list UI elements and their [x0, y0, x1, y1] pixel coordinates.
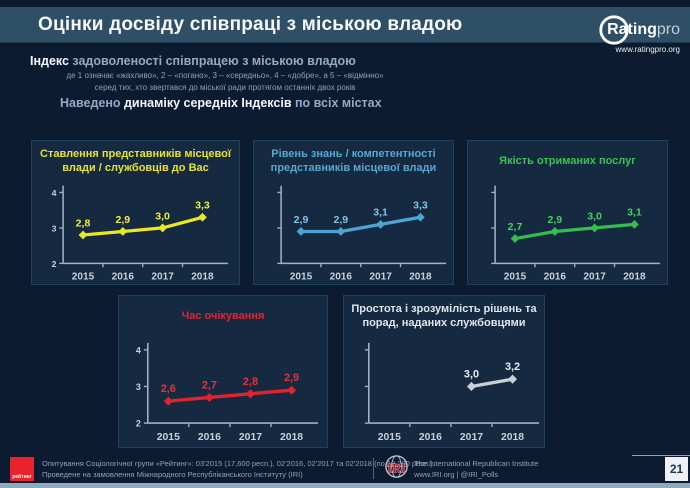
svg-text:3,1: 3,1 [627, 207, 642, 219]
line-chart: 2,7 2,9 3,0 3,1 2015 2016 2017 2018 [468, 179, 667, 283]
svg-text:2018: 2018 [409, 272, 432, 283]
svg-text:2,9: 2,9 [115, 214, 130, 226]
svg-text:3,0: 3,0 [464, 369, 479, 381]
svg-text:2017: 2017 [239, 432, 262, 443]
svg-text:3,0: 3,0 [155, 210, 170, 222]
svg-text:2015: 2015 [378, 432, 401, 443]
svg-text:3,1: 3,1 [373, 207, 388, 219]
chart-title: Ставлення представників місцевої влади /… [40, 148, 231, 174]
intro-block: Індекс задоволеності співпрацею з місько… [30, 54, 420, 92]
svg-text:2,7: 2,7 [507, 221, 522, 233]
svg-text:2017: 2017 [583, 272, 606, 283]
svg-text:2: 2 [51, 259, 56, 269]
ratingpro-url: www.ratingpro.org [615, 45, 680, 54]
footer-divider [373, 458, 374, 479]
iri-contacts: www.IRI.org | @IRI_Polls [414, 469, 499, 479]
dynamics-note: Наведено динаміку середніх Індексів по в… [60, 96, 382, 110]
svg-text:2018: 2018 [501, 432, 524, 443]
iri-name: The International Republican Institute [414, 458, 539, 468]
svg-text:2015: 2015 [71, 272, 94, 283]
svg-text:2,9: 2,9 [547, 214, 562, 226]
chart-panel-waiting-time: Час очікування 2 3 4 2,6 2,7 2,8 2,9 2015 2016 20… [118, 295, 328, 448]
chart-panel-clarity: Простота і зрозумілість рішень та порад,… [343, 295, 545, 448]
svg-text:2,9: 2,9 [333, 214, 348, 226]
source-line-2: Проведене на замовлення Міжнародного Рес… [42, 470, 303, 480]
title-bar: Оцінки досвіду співпраці з міською владо… [0, 7, 690, 43]
chart-title: Рівень знань / компетентності представни… [270, 148, 437, 174]
svg-text:2017: 2017 [151, 272, 174, 283]
svg-text:3: 3 [136, 382, 141, 392]
svg-text:3,2: 3,2 [505, 361, 520, 373]
ratingpro-wordmark: Ratingpro [607, 21, 680, 38]
svg-text:2015: 2015 [289, 272, 312, 283]
page-number-rule [632, 455, 690, 456]
line-chart: 2 3 4 2,8 2,9 3,0 3,3 2015 2016 2017 2018 [32, 179, 239, 283]
svg-text:2015: 2015 [157, 432, 180, 443]
svg-text:2017: 2017 [460, 432, 483, 443]
line-chart: 3,0 3,2 2015 2016 2017 2018 [344, 336, 544, 443]
svg-text:2,8: 2,8 [75, 217, 90, 229]
chart-panel-competence: Рівень знань / компетентності представни… [253, 140, 454, 285]
svg-text:2018: 2018 [623, 272, 646, 283]
page-title: Оцінки досвіду співпраці з міською владо… [38, 13, 463, 35]
svg-text:3,0: 3,0 [587, 210, 602, 222]
footer: рейтинг Опитування Соціологічної групи «… [0, 453, 690, 483]
chart-panel-service-quality: Якість отриманих послуг 2,7 2,9 3,0 3,1 2015… [467, 140, 668, 285]
svg-text:2015: 2015 [503, 272, 526, 283]
ratingpro-circle-icon [599, 15, 629, 45]
svg-text:3,3: 3,3 [413, 200, 428, 212]
iri-logo-text: IRI [387, 461, 406, 475]
line-chart: 2 3 4 2,6 2,7 2,8 2,9 2015 2016 2017 2018 [119, 336, 327, 443]
scale-note-2: серед тих, хто звертався до міської ради… [94, 83, 356, 92]
bottom-accent-strip [0, 483, 690, 488]
chart-panel-attitude: Ставлення представників місцевої влади /… [31, 140, 240, 285]
svg-text:2016: 2016 [419, 432, 442, 443]
svg-text:2,8: 2,8 [243, 376, 258, 388]
ratingpro-logo: Ratingpro www.ratingpro.org [570, 13, 680, 54]
svg-text:2016: 2016 [329, 272, 352, 283]
svg-text:2016: 2016 [198, 432, 221, 443]
svg-text:2018: 2018 [191, 272, 214, 283]
chart-title: Простота і зрозумілість рішень та порад,… [351, 303, 537, 329]
svg-text:2,7: 2,7 [202, 380, 217, 392]
source-note: Опитування Соціологічної групи «Рейтинг»… [42, 458, 435, 481]
svg-text:3: 3 [51, 223, 56, 233]
svg-text:2016: 2016 [543, 272, 566, 283]
scale-note-1: де 1 означає «жахливо», 2 – «погано», 3 … [66, 71, 384, 80]
index-definition: Індекс задоволеності співпрацею з місько… [30, 54, 356, 68]
iri-globe-icon: IRI [385, 455, 408, 478]
chart-title: Час очікування [181, 310, 265, 323]
svg-text:4: 4 [51, 188, 56, 198]
source-line-1: Опитування Соціологічної групи «Рейтинг»… [42, 458, 435, 468]
svg-text:2018: 2018 [280, 432, 303, 443]
svg-text:4: 4 [136, 345, 141, 355]
svg-text:3,3: 3,3 [195, 200, 210, 212]
svg-text:2016: 2016 [111, 272, 134, 283]
svg-text:2,6: 2,6 [161, 383, 176, 395]
svg-text:2: 2 [136, 419, 141, 429]
svg-text:2017: 2017 [369, 272, 392, 283]
svg-text:2,9: 2,9 [284, 372, 299, 384]
iri-credit: The International Republican Institute w… [414, 458, 538, 481]
chart-title: Якість отриманих послуг [499, 155, 636, 168]
rating-group-logo-icon: рейтинг [10, 457, 34, 481]
page-number: 21 [665, 457, 688, 481]
line-chart: 2,9 2,9 3,1 3,3 2015 2016 2017 2018 [254, 179, 453, 283]
svg-text:2,9: 2,9 [293, 214, 308, 226]
